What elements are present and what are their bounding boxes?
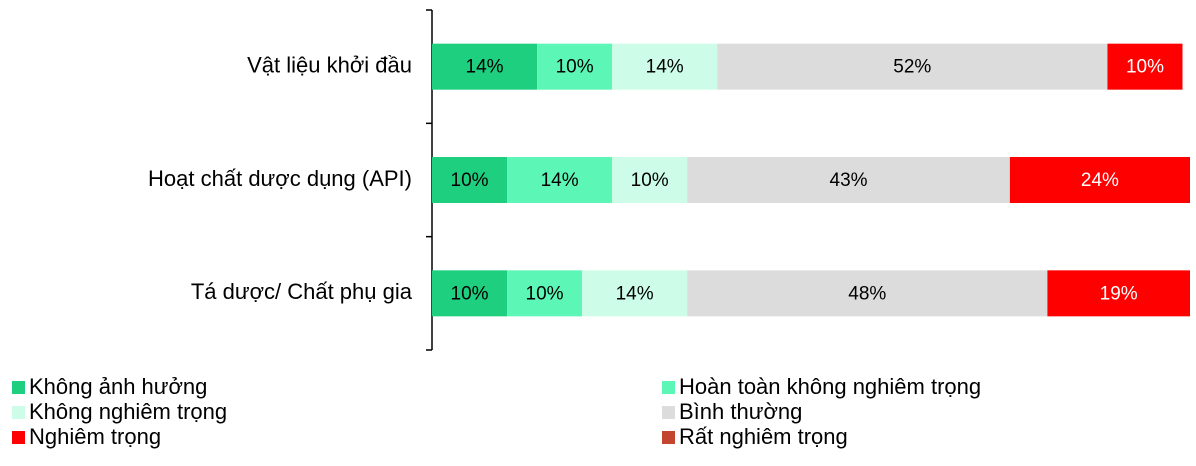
legend-swatch: [662, 431, 675, 444]
bar-segment: [1009, 157, 1190, 203]
value-label: 19%: [1100, 283, 1138, 304]
legend-swatch: [12, 381, 25, 394]
bar-segment: [1047, 270, 1190, 317]
bar-segment: [612, 43, 718, 90]
bar-segment: [687, 157, 1010, 203]
category-label: Vật liệu khởi đầu: [247, 52, 412, 77]
legend-label: Không nghiêm trọng: [29, 399, 227, 424]
bar-segment: [432, 157, 508, 203]
value-label: 14%: [616, 283, 654, 304]
bar-segment: [432, 43, 538, 90]
legend-label: Rất nghiêm trọng: [679, 424, 848, 449]
bar-segment: [432, 270, 508, 317]
bar-segment: [687, 270, 1048, 317]
legend-swatch: [12, 406, 25, 419]
value-label: 10%: [631, 170, 669, 191]
legend-swatch: [662, 381, 675, 394]
category-label: Hoạt chất dược dụng (API): [148, 166, 412, 191]
legend-label: Bình thường: [679, 399, 802, 424]
bar-segment: [717, 43, 1108, 90]
value-label: 10%: [451, 170, 489, 191]
legend-label: Hoàn toàn không nghiêm trọng: [679, 374, 981, 399]
bar-segment: [507, 270, 583, 317]
legend-label: Không ảnh hưởng: [29, 374, 207, 399]
category-label: Tá dược/ Chất phụ gia: [191, 279, 413, 304]
value-label: 10%: [556, 57, 594, 78]
bar-segment: [537, 43, 613, 90]
bar-segment: [1107, 43, 1183, 90]
legend-swatch: [12, 431, 25, 444]
bar-segment: [612, 157, 688, 203]
value-label: 14%: [466, 57, 504, 78]
value-label: 10%: [526, 283, 564, 304]
bar-segment: [582, 270, 688, 317]
value-label: 10%: [451, 283, 489, 304]
value-label: 24%: [1081, 170, 1119, 191]
bar-segment: [507, 157, 613, 203]
value-label: 10%: [1126, 57, 1164, 78]
value-label: 52%: [893, 57, 931, 78]
value-label: 14%: [646, 57, 684, 78]
value-label: 48%: [848, 283, 886, 304]
value-label: 43%: [830, 170, 868, 191]
legend-label: Nghiêm trọng: [29, 424, 161, 449]
legend-swatch: [662, 406, 675, 419]
value-label: 14%: [541, 170, 579, 191]
